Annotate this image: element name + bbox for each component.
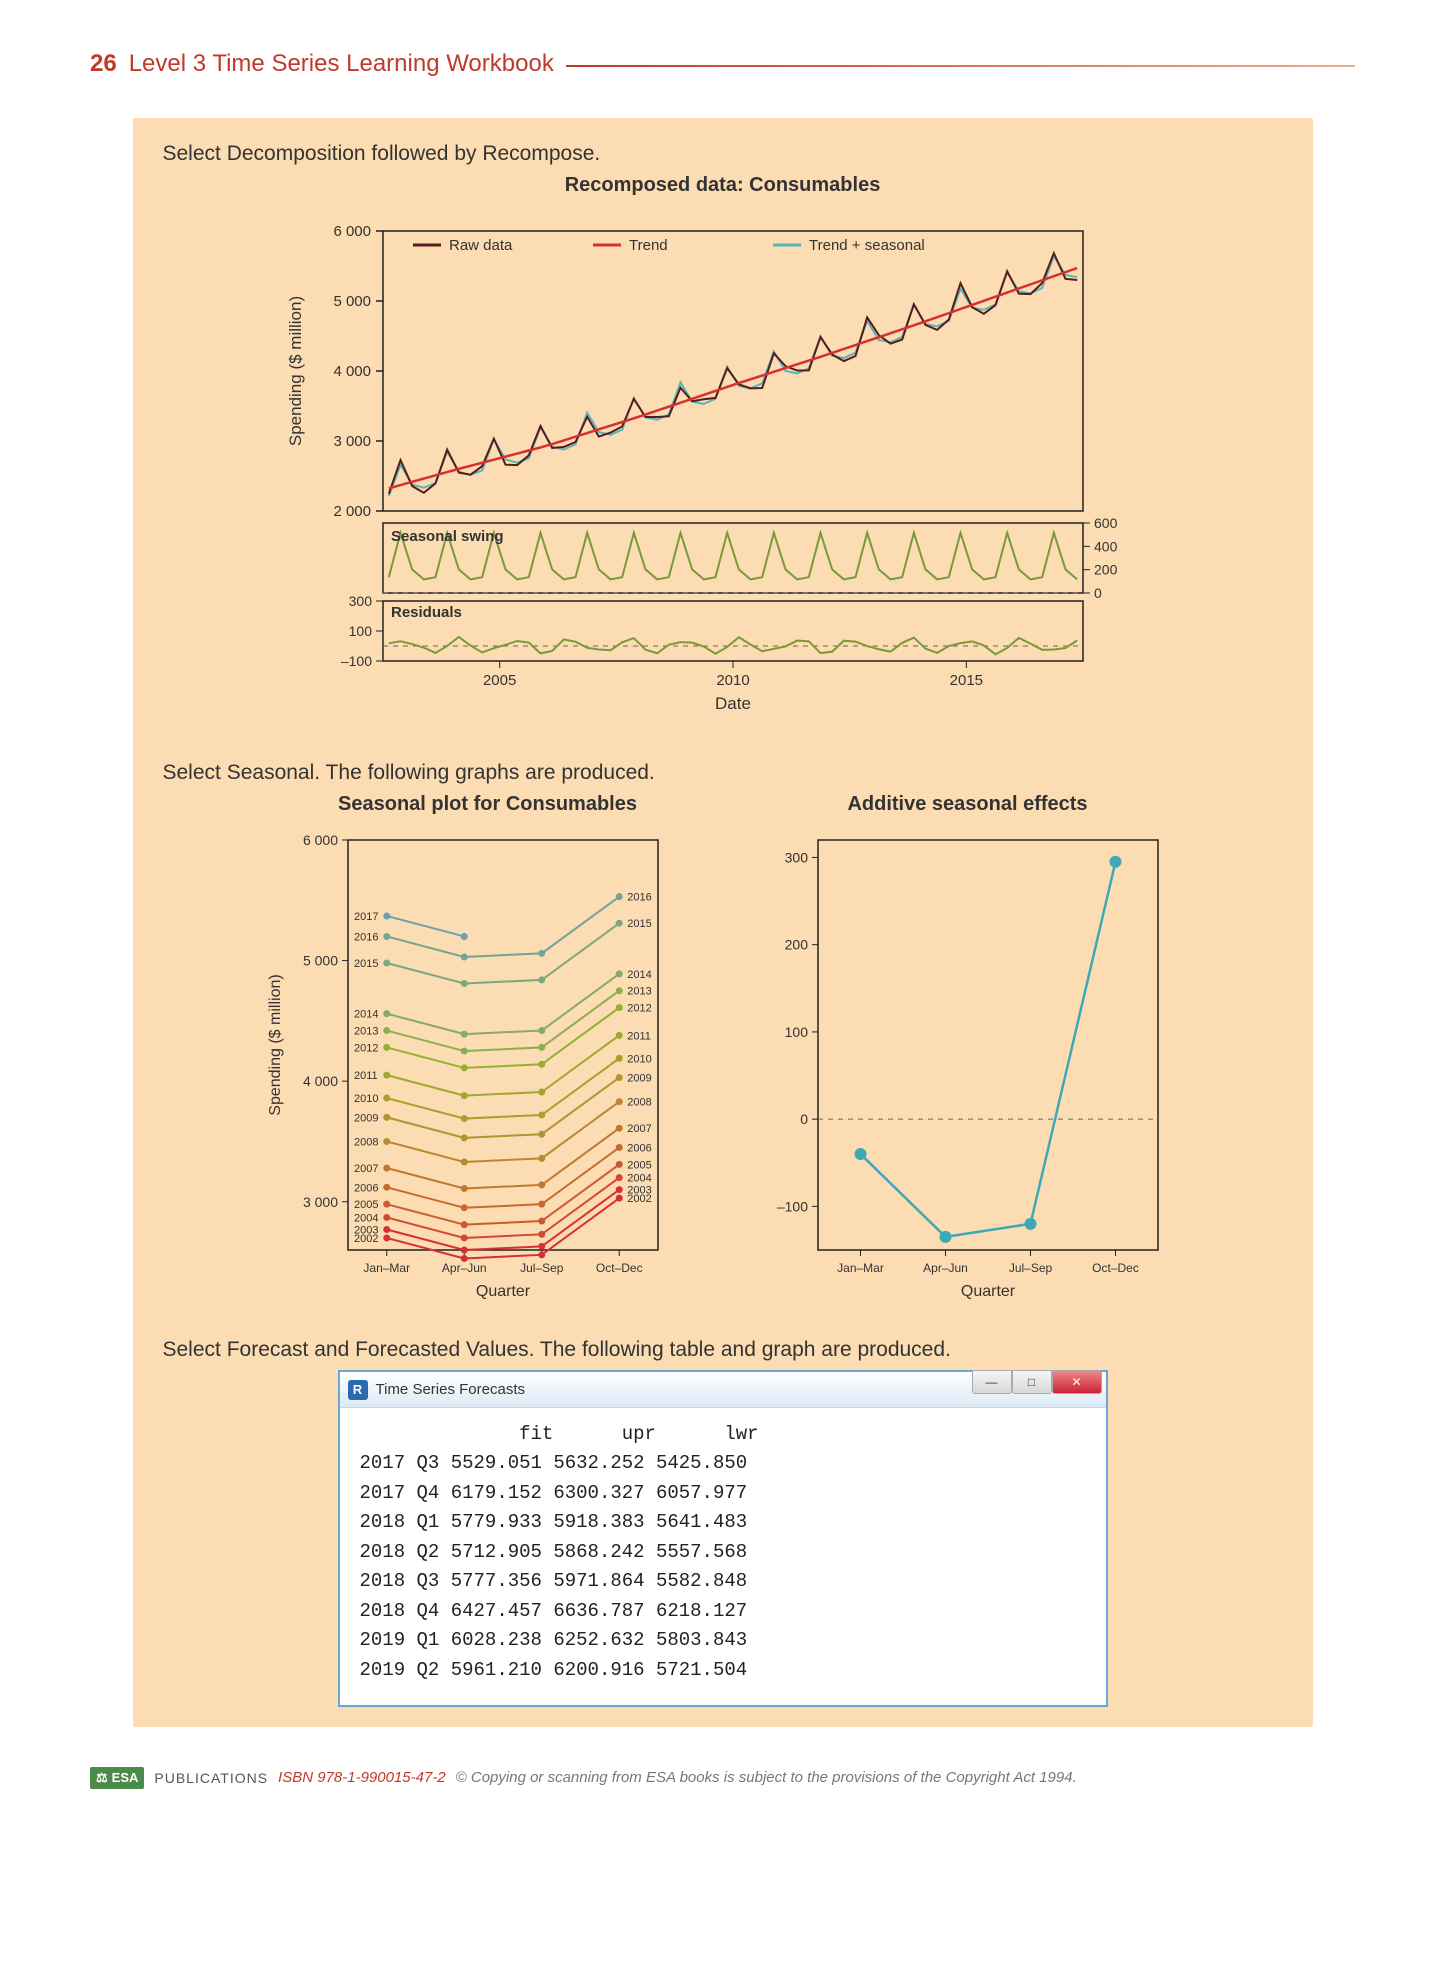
- svg-text:0: 0: [800, 1111, 808, 1127]
- forecast-table: fit upr lwr 2017 Q3 5529.051 5632.252 54…: [340, 1408, 1106, 1705]
- svg-text:2012: 2012: [354, 1042, 378, 1054]
- svg-text:400: 400: [1094, 538, 1118, 554]
- r-icon: R: [348, 1380, 368, 1400]
- svg-text:Jan–Mar: Jan–Mar: [363, 1261, 410, 1275]
- isbn: ISBN 978-1-990015-47-2: [278, 1769, 446, 1786]
- svg-text:2008: 2008: [627, 1097, 651, 1109]
- page-number: 26: [90, 50, 117, 78]
- seasonal-plot-chart: 3 000 4 000 5 000 6 000 Spending ($ million)…: [258, 820, 718, 1320]
- svg-text:2014: 2014: [354, 1009, 378, 1021]
- svg-text:2015: 2015: [354, 958, 378, 970]
- svg-text:2009: 2009: [354, 1112, 378, 1124]
- svg-text:–100: –100: [776, 1198, 807, 1214]
- svg-text:100: 100: [348, 623, 372, 639]
- svg-text:4 000: 4 000: [302, 1073, 337, 1089]
- svg-text:Apr–Jun: Apr–Jun: [441, 1261, 486, 1275]
- svg-text:2017: 2017: [354, 911, 378, 923]
- svg-text:600: 600: [1094, 515, 1118, 531]
- svg-text:2004: 2004: [627, 1173, 651, 1185]
- svg-text:2005: 2005: [627, 1159, 651, 1171]
- svg-text:2005: 2005: [354, 1199, 378, 1211]
- svg-text:Seasonal swing: Seasonal swing: [391, 528, 504, 545]
- svg-text:Trend: Trend: [629, 237, 668, 254]
- page-header: 26 Level 3 Time Series Learning Workbook: [90, 50, 1355, 78]
- svg-text:Jul–Sep: Jul–Sep: [1008, 1261, 1052, 1275]
- badge-icon: ⚖: [96, 1770, 108, 1786]
- copyright-text: © Copying or scanning from ESA books is …: [456, 1769, 1077, 1786]
- svg-text:2007: 2007: [627, 1123, 651, 1135]
- window-title: Time Series Forecasts: [376, 1381, 525, 1398]
- svg-text:Oct–Dec: Oct–Dec: [595, 1261, 642, 1275]
- svg-text:6 000: 6 000: [333, 223, 371, 240]
- svg-text:3 000: 3 000: [333, 433, 371, 450]
- svg-text:5 000: 5 000: [333, 293, 371, 310]
- svg-text:2008: 2008: [354, 1136, 378, 1148]
- header-rule: [566, 65, 1355, 67]
- svg-text:2016: 2016: [627, 892, 651, 904]
- svg-text:6 000: 6 000: [302, 832, 337, 848]
- publisher-name: PUBLICATIONS: [154, 1770, 268, 1786]
- svg-text:2013: 2013: [627, 986, 651, 998]
- svg-text:5 000: 5 000: [302, 953, 337, 969]
- page-footer: ⚖ ESA PUBLICATIONS ISBN 978-1-990015-47-…: [90, 1767, 1355, 1789]
- svg-text:2015: 2015: [949, 672, 982, 689]
- svg-text:2011: 2011: [354, 1070, 378, 1082]
- svg-text:2003: 2003: [627, 1185, 651, 1197]
- svg-text:2006: 2006: [354, 1182, 378, 1194]
- page-title: Level 3 Time Series Learning Workbook: [129, 50, 554, 78]
- instruction-3: Select Forecast and Forecasted Values. T…: [163, 1338, 1283, 1362]
- svg-text:300: 300: [784, 849, 808, 865]
- svg-text:2012: 2012: [627, 1003, 651, 1015]
- additive-effects-chart: –100 0 100 200 300 Jan–Mar Apr–Jun Jul–Sep Oct–D…: [748, 820, 1188, 1320]
- svg-text:Trend + seasonal: Trend + seasonal: [809, 237, 925, 254]
- minimize-button[interactable]: —: [972, 1370, 1012, 1394]
- svg-text:Date: Date: [715, 694, 751, 713]
- content-panel: Select Decomposition followed by Recompo…: [133, 118, 1313, 1727]
- svg-text:2004: 2004: [354, 1212, 378, 1224]
- svg-text:–100: –100: [340, 653, 371, 669]
- svg-text:2009: 2009: [627, 1073, 651, 1085]
- chart2a-title: Seasonal plot for Consumables: [258, 793, 718, 816]
- chart1-title: Recomposed data: Consumables: [163, 174, 1283, 197]
- instruction-1: Select Decomposition followed by Recompo…: [163, 142, 1283, 166]
- svg-text:Jan–Mar: Jan–Mar: [837, 1261, 884, 1275]
- svg-text:100: 100: [784, 1024, 808, 1040]
- svg-text:0: 0: [1094, 585, 1102, 601]
- svg-text:200: 200: [784, 937, 808, 953]
- svg-text:Oct–Dec: Oct–Dec: [1092, 1261, 1139, 1275]
- svg-text:Raw data: Raw data: [449, 237, 513, 254]
- instruction-2: Select Seasonal. The following graphs ar…: [163, 761, 1283, 785]
- forecast-window: R Time Series Forecasts — □ ✕ fit upr lw…: [338, 1370, 1108, 1707]
- svg-text:Jul–Sep: Jul–Sep: [520, 1261, 564, 1275]
- chart2b-title: Additive seasonal effects: [748, 793, 1188, 816]
- publisher-badge: ⚖ ESA: [90, 1767, 144, 1789]
- svg-text:2010: 2010: [354, 1093, 378, 1105]
- maximize-button[interactable]: □: [1012, 1370, 1052, 1394]
- window-titlebar: R Time Series Forecasts — □ ✕: [340, 1372, 1106, 1408]
- svg-text:2014: 2014: [627, 969, 651, 981]
- svg-text:2 000: 2 000: [333, 503, 371, 520]
- svg-text:2003: 2003: [354, 1225, 378, 1237]
- svg-text:300: 300: [348, 593, 372, 609]
- svg-text:2013: 2013: [354, 1026, 378, 1038]
- svg-text:2010: 2010: [627, 1053, 651, 1065]
- svg-text:2007: 2007: [354, 1163, 378, 1175]
- svg-text:4 000: 4 000: [333, 363, 371, 380]
- close-button[interactable]: ✕: [1052, 1370, 1102, 1394]
- svg-text:2016: 2016: [354, 931, 378, 943]
- svg-text:2006: 2006: [627, 1143, 651, 1155]
- svg-text:200: 200: [1094, 562, 1118, 578]
- svg-text:Spending ($ million): Spending ($ million): [267, 974, 284, 1115]
- svg-text:Apr–Jun: Apr–Jun: [923, 1261, 968, 1275]
- svg-text:Residuals: Residuals: [391, 604, 462, 621]
- svg-text:2010: 2010: [716, 672, 749, 689]
- svg-text:2005: 2005: [482, 672, 515, 689]
- svg-text:3 000: 3 000: [302, 1194, 337, 1210]
- svg-text:Quarter: Quarter: [475, 1283, 530, 1300]
- svg-text:2011: 2011: [627, 1030, 651, 1042]
- svg-text:Spending ($ million): Spending ($ million): [286, 296, 305, 446]
- svg-text:Quarter: Quarter: [960, 1283, 1015, 1300]
- svg-text:2015: 2015: [627, 918, 651, 930]
- recomposed-chart: 2 000 3 000 4 000 5 000 6 000 Spending ($ mil…: [273, 201, 1173, 721]
